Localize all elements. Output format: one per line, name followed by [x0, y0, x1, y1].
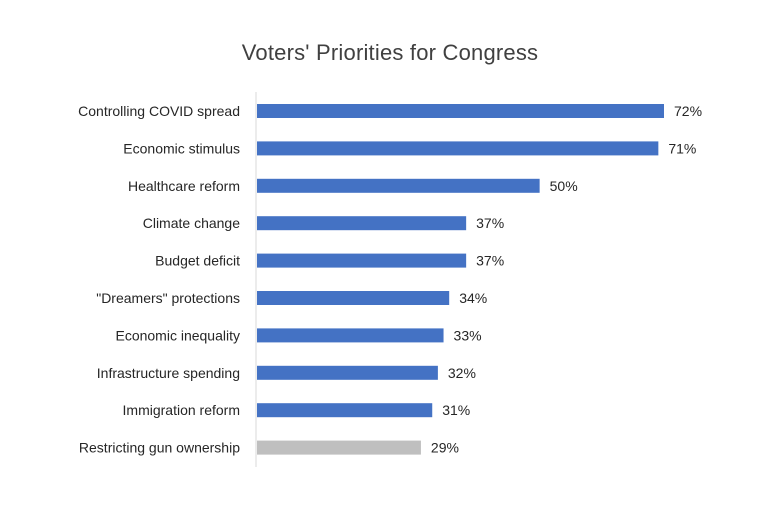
category-label: Budget deficit: [155, 253, 240, 269]
bar: [257, 328, 444, 343]
bar: [257, 216, 467, 231]
bar: [257, 440, 421, 455]
category-label: Climate change: [143, 215, 240, 231]
category-label: Restricting gun ownership: [79, 440, 240, 456]
data-label: 72%: [674, 103, 702, 119]
category-label: Immigration reform: [123, 402, 240, 418]
category-label: Controlling COVID spread: [78, 103, 240, 119]
bar: [257, 104, 664, 118]
bar: [257, 253, 467, 268]
bar: [257, 403, 433, 418]
category-label: Healthcare reform: [128, 178, 240, 194]
category-label: Economic inequality: [115, 327, 240, 343]
category-label: Infrastructure spending: [97, 365, 240, 381]
data-label: 37%: [476, 253, 504, 269]
data-label: 34%: [459, 290, 487, 306]
bar: [257, 291, 450, 305]
data-label: 50%: [550, 178, 578, 194]
data-label: 71%: [668, 140, 696, 156]
data-label: 37%: [476, 215, 504, 231]
bar: [257, 141, 659, 156]
data-label: 29%: [431, 440, 459, 456]
category-label: "Dreamers" protections: [96, 290, 240, 306]
bar: [257, 365, 438, 380]
bar: [257, 178, 540, 193]
chart-title: Voters' Priorities for Congress: [241, 40, 539, 65]
data-label: 33%: [454, 327, 482, 343]
data-label: 32%: [448, 365, 476, 381]
category-label: Economic stimulus: [123, 140, 240, 156]
data-label: 31%: [442, 402, 470, 418]
